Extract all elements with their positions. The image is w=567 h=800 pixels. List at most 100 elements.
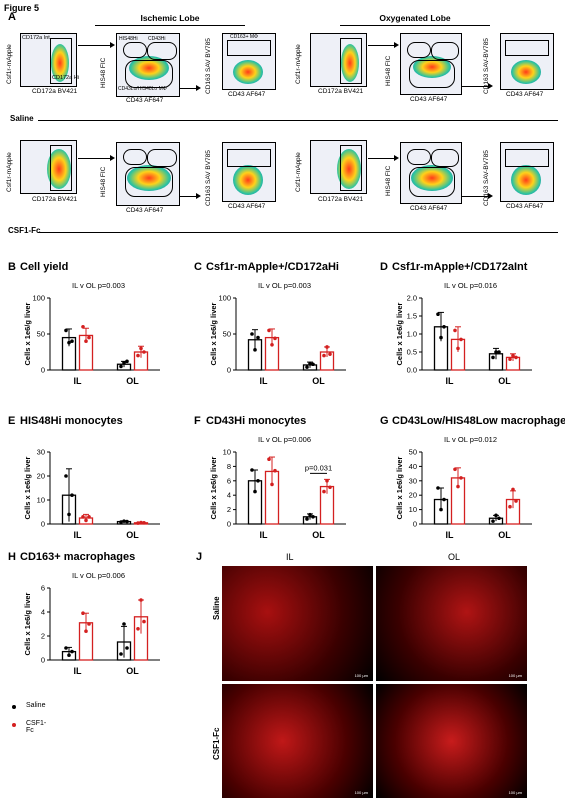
chart-title: Csf1r-mApple+/CD172aHi bbox=[206, 261, 339, 273]
data-point bbox=[125, 519, 129, 524]
y-tick-label: 0 bbox=[227, 366, 231, 375]
gate-arrow bbox=[462, 193, 493, 199]
data-point bbox=[139, 520, 143, 525]
x-tick-label: OL bbox=[498, 530, 511, 540]
chart-title: CD43Low/HIS48Low macrophages bbox=[392, 415, 565, 427]
data-point bbox=[119, 520, 123, 524]
flow-plot-his48-cd43 bbox=[400, 142, 462, 204]
data-point bbox=[491, 519, 495, 523]
flow-plot-cd163-cd43 bbox=[222, 142, 276, 202]
data-point bbox=[70, 493, 74, 497]
panel-label: E bbox=[8, 415, 15, 427]
x-tick-label: IL bbox=[74, 376, 83, 386]
data-point bbox=[514, 355, 518, 360]
chart-title: CD43Hi monocytes bbox=[206, 415, 306, 427]
x-axis-label: CD43 AF647 bbox=[410, 96, 448, 103]
data-point bbox=[322, 353, 326, 358]
legend-label-csf1: CSF1-Fc bbox=[26, 720, 47, 734]
data-point bbox=[81, 611, 85, 615]
micrograph-csf1-ol: 100 µm bbox=[376, 684, 527, 798]
data-point bbox=[436, 312, 440, 316]
y-axis-label: CD163 SAV-BV785 bbox=[483, 38, 490, 94]
x-tick-label: IL bbox=[74, 530, 83, 540]
y-tick-label: 30 bbox=[37, 448, 45, 457]
data-point bbox=[325, 345, 329, 349]
y-tick-label: 50 bbox=[223, 330, 231, 339]
y-tick-label: 4 bbox=[41, 608, 45, 617]
data-point bbox=[322, 489, 326, 494]
data-point bbox=[136, 521, 140, 525]
x-tick-label: IL bbox=[260, 530, 269, 540]
flow-plot-his48-cd43 bbox=[400, 33, 462, 95]
y-axis-label: Cells x 1e6/g liver bbox=[209, 302, 218, 365]
x-tick-label: IL bbox=[446, 530, 455, 540]
gate-arrow bbox=[180, 85, 201, 91]
data-point bbox=[325, 479, 329, 483]
y-tick-label: 2.0 bbox=[407, 294, 417, 303]
data-point bbox=[70, 339, 74, 343]
x-tick-label: OL bbox=[126, 530, 139, 540]
panel-label: G bbox=[380, 415, 389, 427]
condition-label-csf1: CSF1-Fc bbox=[8, 226, 41, 235]
data-point bbox=[142, 619, 146, 624]
y-tick-label: 0.5 bbox=[407, 348, 417, 357]
x-axis-label: CD172a BV421 bbox=[318, 88, 364, 95]
bar-chart-g: G CD43Low/HIS48Low macrophages IL v OL p=0… bbox=[380, 415, 565, 540]
data-point bbox=[439, 335, 443, 340]
data-point bbox=[67, 340, 71, 345]
y-tick-label: 20 bbox=[37, 472, 45, 481]
data-point bbox=[311, 362, 315, 367]
x-tick-label: IL bbox=[74, 666, 83, 676]
chart-title: HIS48Hi monocytes bbox=[20, 415, 123, 427]
stat-annotation: IL v OL p=0.003 bbox=[72, 281, 125, 290]
data-point bbox=[328, 485, 332, 490]
stat-annotation: IL v OL p=0.006 bbox=[72, 571, 125, 580]
data-point bbox=[250, 332, 254, 336]
y-tick-label: 50 bbox=[409, 448, 417, 457]
y-tick-label: 0 bbox=[227, 520, 231, 529]
data-point bbox=[459, 337, 463, 342]
gate-label: HIS48Hi bbox=[119, 36, 138, 42]
y-axis-label: Cells x 1e6/g liver bbox=[395, 456, 404, 519]
data-point bbox=[81, 325, 85, 329]
data-point bbox=[64, 328, 68, 333]
data-point bbox=[273, 336, 277, 341]
data-point bbox=[87, 515, 91, 519]
panel-label: C bbox=[194, 261, 202, 273]
y-tick-label: 2 bbox=[41, 632, 45, 641]
data-point bbox=[84, 339, 88, 343]
bar-chart-c: C Csf1r-mApple+/CD172aHi IL v OL p=0.003 0 5… bbox=[194, 261, 346, 386]
x-axis-label: CD172a BV421 bbox=[32, 196, 78, 203]
y-tick-label: 10 bbox=[409, 505, 417, 514]
data-point bbox=[87, 335, 91, 340]
row-label-saline: Saline bbox=[212, 596, 221, 620]
x-tick-label: OL bbox=[126, 376, 139, 386]
y-axis-label: Cells x 1e6/g liver bbox=[209, 456, 218, 519]
data-point bbox=[305, 517, 309, 521]
chart-title: Cell yield bbox=[20, 261, 68, 273]
y-axis-label: Cells x 1e6/g liver bbox=[23, 592, 32, 655]
data-point bbox=[270, 343, 274, 347]
gate-label: CD43Lo/HIS48Lo MΦ bbox=[118, 86, 167, 92]
data-point bbox=[267, 328, 271, 333]
data-point bbox=[308, 361, 312, 366]
y-axis-label: Csf1r-mApple bbox=[6, 152, 13, 192]
flow-plot-csf1r-cd172a bbox=[20, 140, 77, 194]
data-point bbox=[267, 457, 271, 461]
legend-dot-csf1 bbox=[12, 723, 16, 727]
data-point bbox=[81, 515, 85, 519]
y-tick-label: 6 bbox=[227, 476, 231, 485]
x-axis-label: CD43 AF647 bbox=[228, 203, 266, 210]
data-point bbox=[305, 365, 309, 369]
y-tick-label: 10 bbox=[37, 496, 45, 505]
x-tick-label: IL bbox=[446, 376, 455, 386]
y-tick-label: 50 bbox=[37, 330, 45, 339]
panel-j-label: J bbox=[196, 551, 203, 563]
data-point bbox=[442, 325, 446, 329]
y-tick-label: 30 bbox=[409, 476, 417, 485]
lobe-underline bbox=[340, 25, 490, 26]
col-label-il: IL bbox=[286, 552, 294, 562]
gate-arrow bbox=[78, 155, 115, 161]
x-axis-label: CD172a BV421 bbox=[318, 196, 364, 203]
data-point bbox=[136, 353, 140, 358]
